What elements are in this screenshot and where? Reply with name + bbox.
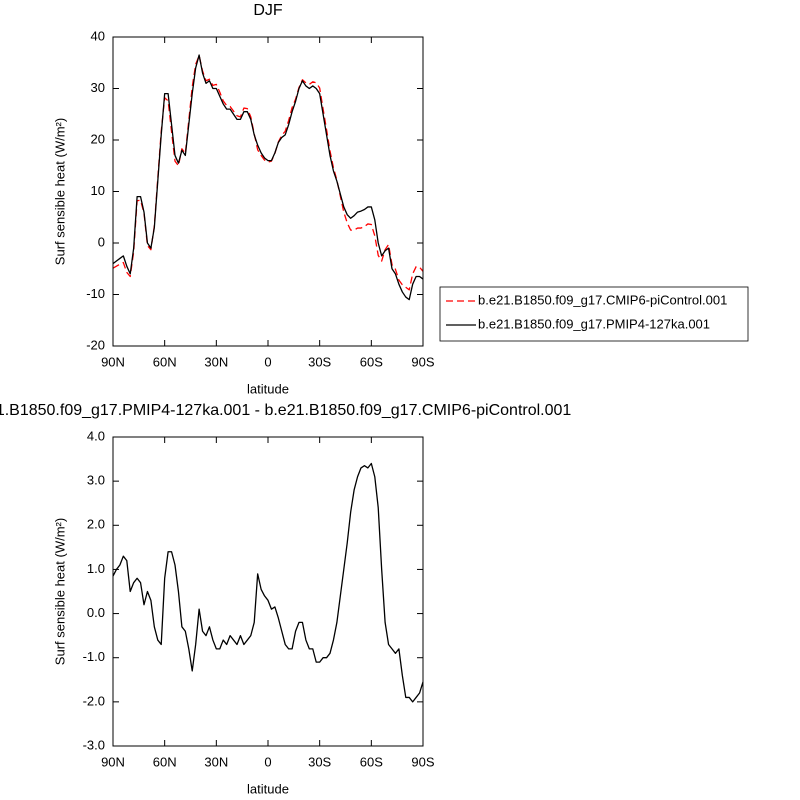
x-tick-label: 60S (360, 754, 383, 769)
data-line (112, 54, 424, 291)
x-tick-label: 0 (264, 754, 271, 769)
x-tick-label: 60N (153, 754, 177, 769)
y-tick-label: 40 (91, 28, 105, 43)
y-tick-label: 4.0 (87, 428, 105, 443)
y-tick-label: -20 (86, 337, 105, 352)
y-tick-label: 0.0 (87, 605, 105, 620)
y-tick-label: 3.0 (87, 473, 105, 488)
x-tick-label: 30N (204, 354, 228, 369)
y-tick-label: -1.0 (83, 649, 105, 664)
x-tick-label: 30S (308, 354, 331, 369)
y-tick-label: -10 (86, 286, 105, 301)
x-tick-label: 30N (204, 754, 228, 769)
y-tick-label: 0 (98, 234, 105, 249)
x-tick-label: 90N (101, 354, 125, 369)
plot-frame (112, 36, 424, 347)
data-line (112, 462, 424, 703)
x-tick-label: 90N (101, 754, 125, 769)
y-tick-label: 2.0 (87, 517, 105, 532)
legend-label: b.e21.B1850.f09_g17.CMIP6-piControl.001 (478, 292, 727, 307)
y-tick-label: 1.0 (87, 561, 105, 576)
y-axis-label: Surf sensible heat (W/m²) (52, 518, 67, 665)
legend-label: b.e21.B1850.f09_g17.PMIP4-127ka.001 (478, 316, 710, 331)
x-tick-label: 0 (264, 354, 271, 369)
plot-frame (112, 436, 424, 747)
y-axis-label: Surf sensible heat (W/m²) (52, 118, 67, 265)
y-tick-label: 20 (91, 131, 105, 146)
x-tick-label: 60N (153, 354, 177, 369)
y-tick-label: 10 (91, 183, 105, 198)
x-tick-label: 90S (411, 754, 434, 769)
data-line (112, 54, 424, 301)
x-axis-label: latitude (247, 781, 289, 796)
y-tick-label: -3.0 (83, 737, 105, 752)
y-tick-label: -2.0 (83, 693, 105, 708)
chart-title: DJF (253, 2, 283, 19)
x-tick-label: 60S (360, 354, 383, 369)
y-tick-label: 30 (91, 80, 105, 95)
x-axis-label: latitude (247, 381, 289, 396)
x-tick-label: 90S (411, 354, 434, 369)
x-tick-label: 30S (308, 754, 331, 769)
legend-box (439, 286, 749, 342)
chart-title: b.e21.B1850.f09_g17.PMIP4-127ka.001 - b.… (0, 402, 571, 419)
